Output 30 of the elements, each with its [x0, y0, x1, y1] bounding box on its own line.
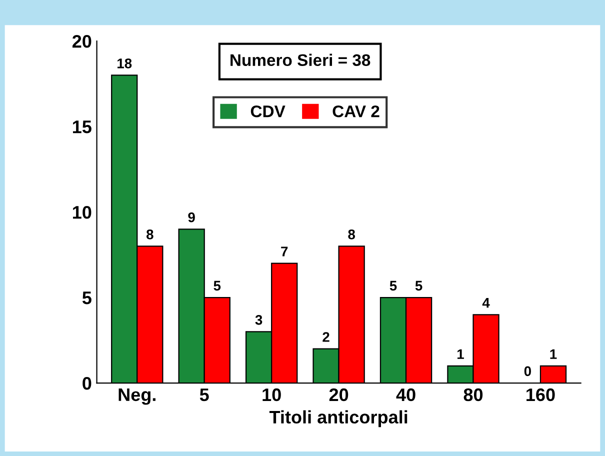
data-label: 3: [255, 314, 262, 325]
y-tick-label: 10: [72, 206, 92, 219]
y-tick-label: 20: [72, 34, 92, 48]
data-label: 8: [146, 229, 154, 240]
x-axis-title: Titoli anticorpali: [269, 410, 408, 428]
legend-label: CAV 2: [332, 105, 380, 118]
data-label: 5: [214, 280, 221, 291]
data-label: 4: [482, 298, 490, 308]
y-tick-label: 15: [72, 120, 92, 134]
data-label: 1: [457, 349, 464, 359]
data-label: 5: [390, 280, 397, 291]
annotation: Numero Sieri = 38: [230, 54, 370, 66]
data-label: 7: [281, 246, 288, 256]
legend-label: CDV: [250, 105, 286, 118]
data-label: 1: [550, 349, 557, 359]
x-tick-label: 80: [464, 388, 483, 402]
data-label: 2: [322, 332, 330, 342]
x-tick-label: 10: [262, 388, 281, 402]
data-label: 18: [118, 58, 132, 68]
data-label: 9: [188, 212, 195, 222]
y-tick-label: 0: [82, 376, 92, 390]
data-label: 8: [348, 229, 356, 240]
x-tick-label: 40: [396, 388, 416, 402]
data-label: 0: [524, 366, 531, 376]
x-tick-label: 20: [329, 388, 348, 402]
data-label: 5: [415, 280, 422, 291]
x-tick-label: 160: [526, 388, 555, 402]
x-tick-label: Neg.: [118, 388, 156, 405]
x-tick-label: 5: [200, 388, 209, 402]
y-tick-label: 5: [82, 292, 92, 304]
